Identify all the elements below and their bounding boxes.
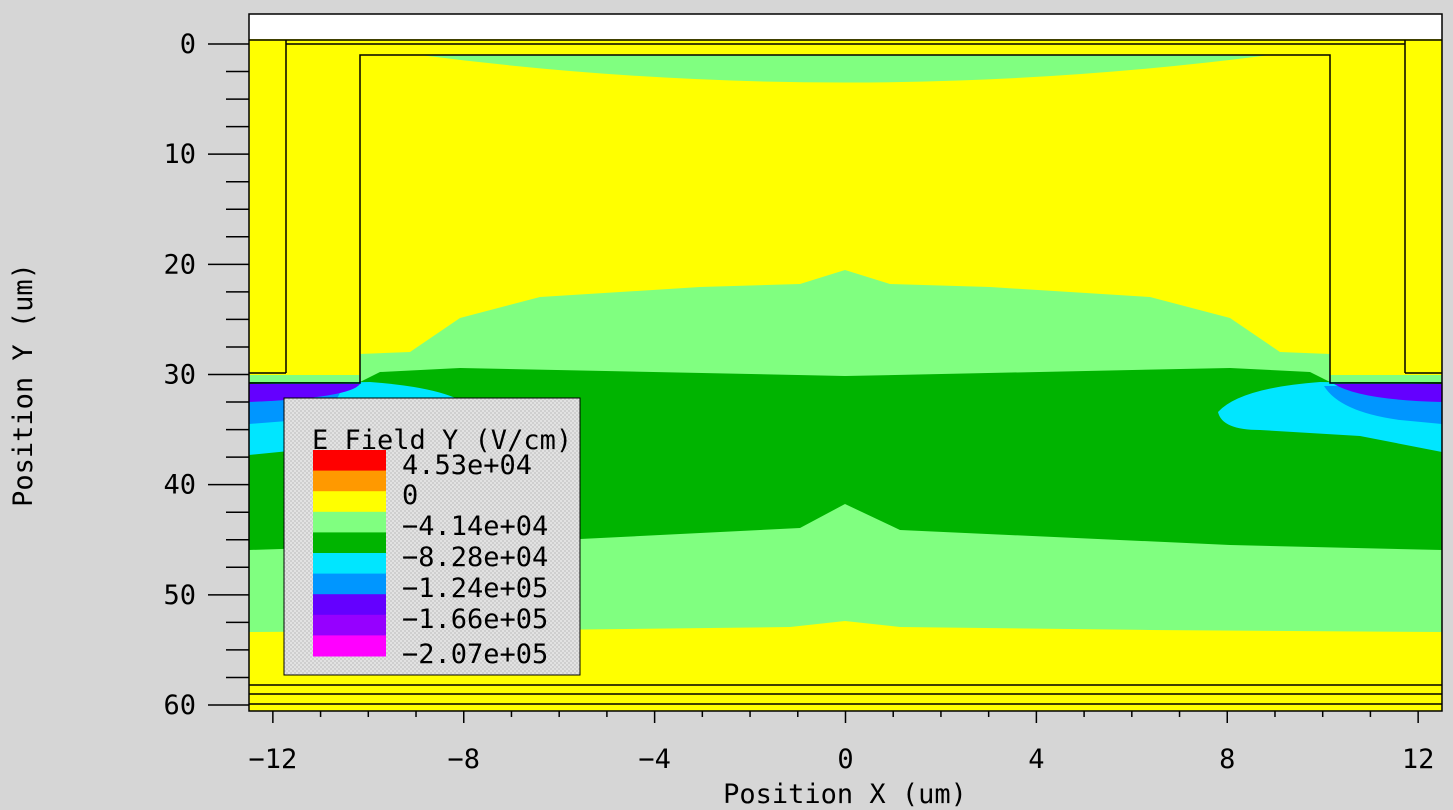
y-tick-label: 10 [163,139,196,170]
y-tick-label: 0 [180,29,196,60]
x-tick-label: −8 [447,744,480,775]
region-lightgreen-top [420,55,1270,83]
x-tick-label: 12 [1402,744,1435,775]
y-tick-label: 60 [163,690,196,721]
legend-swatch [313,573,386,595]
y-tick-label: 40 [163,470,196,501]
axes: −12 −8 −4 0 4 8 12 0 10 20 30 40 50 60 [163,29,1434,775]
legend-swatch [313,553,386,575]
x-tick-label: −12 [248,744,297,775]
region-violet-right [1334,384,1442,402]
legend-swatch [313,450,386,472]
x-tick-label: 4 [1028,744,1044,775]
x-tick-label: 0 [837,744,853,775]
legend-label: −4.14e+04 [402,511,548,542]
legend-label: −1.24e+05 [402,573,548,604]
legend-swatch [313,635,386,657]
legend-swatch [313,470,386,492]
legend-swatch [313,532,386,554]
y-axis-label: Position Y (um) [8,263,39,507]
y-tick-label: 50 [163,580,196,611]
legend-swatch [313,614,386,636]
legend-label: −8.28e+04 [402,542,548,573]
top-empty-region [249,14,1442,39]
x-tick-label: −4 [638,744,671,775]
y-tick-label: 20 [163,249,196,280]
legend-label: 4.53e+04 [402,450,532,481]
y-tick-label: 30 [163,360,196,391]
legend-label: −1.66e+05 [402,604,548,635]
device-outlines [249,39,1442,705]
legend-swatch [313,594,386,616]
legend-label: 0 [402,480,418,511]
region-violet-left [249,384,360,402]
legend-entries: 4.53e+040−4.14e+04−8.28e+04−1.24e+05−1.6… [313,450,548,670]
legend-label: −2.07e+05 [402,639,548,670]
legend: E Field Y (V/cm) 4.53e+040−4.14e+04−8.28… [283,397,581,676]
legend-swatch [313,511,386,533]
x-tick-label: 8 [1219,744,1235,775]
x-axis-label: Position X (um) [723,779,967,810]
legend-swatch [313,491,386,513]
